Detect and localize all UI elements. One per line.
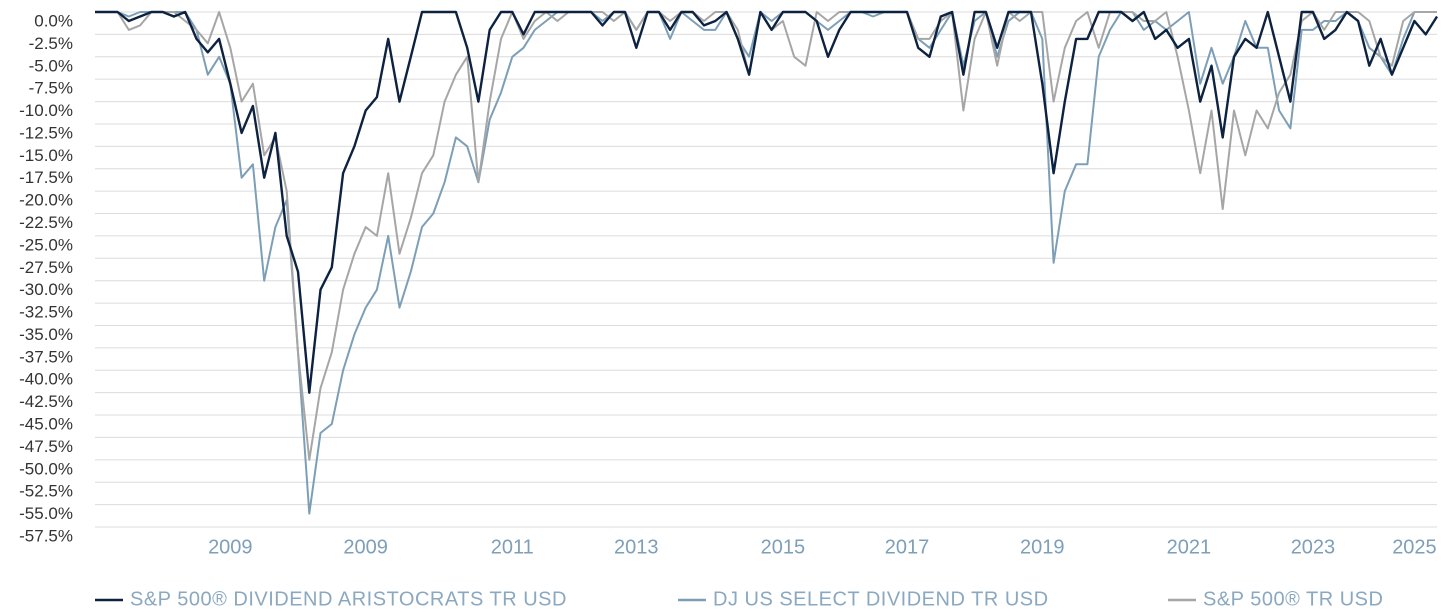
y-tick-label: -57.5% <box>19 526 73 545</box>
x-tick-label: 2009 <box>208 536 253 558</box>
x-tick-label: 2015 <box>761 536 806 558</box>
y-tick-label: -37.5% <box>19 347 73 366</box>
y-tick-label: -7.5% <box>29 79 73 98</box>
legend-label: S&P 500® DIVIDEND ARISTOCRATS TR USD <box>130 588 567 610</box>
legend-label: DJ US SELECT DIVIDEND TR USD <box>713 588 1049 610</box>
x-tick-label: 2023 <box>1291 536 1336 558</box>
y-tick-label: -35.0% <box>19 325 73 344</box>
y-tick-label: -20.0% <box>19 191 73 210</box>
series-line <box>95 11 1437 515</box>
y-tick-label: 0.0% <box>34 11 73 30</box>
y-tick-label: -17.5% <box>19 168 73 187</box>
y-tick-label: -42.5% <box>19 392 73 411</box>
y-tick-label: -45.0% <box>19 415 73 434</box>
x-tick-label: 2025 <box>1392 536 1437 558</box>
x-tick-label: 2019 <box>1020 536 1065 558</box>
x-tick-label: 2011 <box>491 536 534 558</box>
y-tick-label: -40.0% <box>19 370 73 389</box>
y-tick-label: -10.0% <box>19 101 73 120</box>
y-tick-label: -55.0% <box>19 504 73 523</box>
y-tick-label: -25.0% <box>19 235 73 254</box>
x-tick-label: 2013 <box>614 536 659 558</box>
x-tick-label: 2021 <box>1167 536 1212 558</box>
series-line <box>95 10 1439 394</box>
y-tick-label: -15.0% <box>19 146 73 165</box>
legend-label: S&P 500® TR USD <box>1203 588 1383 610</box>
x-tick-label: 2017 <box>885 536 930 558</box>
y-tick-label: -5.0% <box>29 56 73 75</box>
y-tick-label: -2.5% <box>29 34 73 53</box>
y-tick-label: -12.5% <box>19 123 73 142</box>
y-tick-label: -30.0% <box>19 280 73 299</box>
y-tick-label: -27.5% <box>19 258 73 277</box>
y-tick-label: -32.5% <box>19 303 73 322</box>
y-tick-label: -47.5% <box>19 437 73 456</box>
y-tick-label: -22.5% <box>19 213 73 232</box>
y-tick-label: -50.0% <box>19 459 73 478</box>
y-tick-label: -52.5% <box>19 482 73 501</box>
x-tick-label: 2009 <box>343 536 388 558</box>
